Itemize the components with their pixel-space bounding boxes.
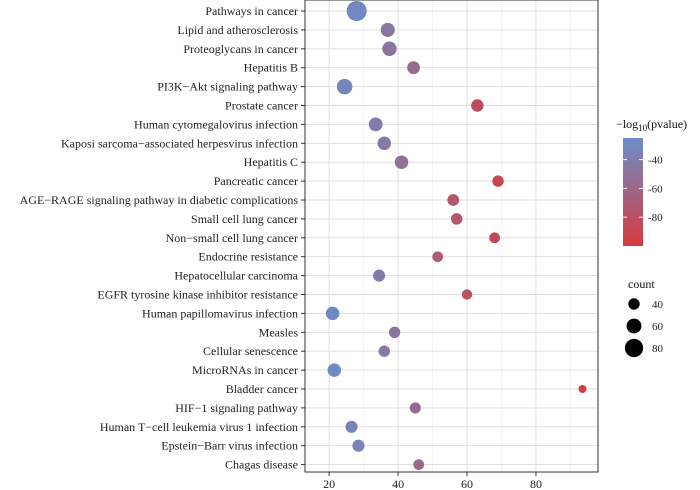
data-point (382, 41, 397, 57)
size-legend: count 40 60 80 (624, 277, 664, 358)
size-legend-dot (624, 338, 644, 358)
data-point (492, 175, 504, 187)
color-legend: −log10(pvalue) -40 -60 -80 (616, 117, 687, 246)
y-tick-label: Prostate cancer (225, 99, 298, 113)
y-tick-label: Endocrine resistance (198, 250, 298, 264)
color-legend-title: −log10(pvalue) (616, 117, 687, 133)
data-point (377, 136, 392, 151)
y-tick-label: Epstein−Barr virus infection (161, 439, 298, 453)
x-tick-label: 20 (323, 477, 335, 490)
data-point (489, 232, 500, 244)
data-point (407, 61, 420, 75)
color-tick-label: -80 (648, 212, 663, 224)
data-point (327, 363, 342, 377)
y-tick-label: AGE−RAGE signaling pathway in diabetic c… (20, 193, 299, 207)
data-point (378, 345, 390, 357)
x-tick-label: 80 (530, 477, 542, 490)
data-point (380, 22, 395, 37)
color-tick-label: -60 (648, 183, 663, 195)
y-tick-label: Human cytomegalovirus infection (134, 117, 298, 131)
x-tick-label: 40 (392, 477, 404, 490)
plot-panel (305, 0, 598, 472)
grid-lines (305, 0, 598, 472)
data-point (394, 155, 409, 169)
data-point (352, 439, 365, 452)
y-tick-label: Pancreatic cancer (214, 174, 298, 188)
size-legend-dot (628, 298, 640, 310)
data-point (346, 1, 367, 21)
y-tick-label: Measles (259, 325, 299, 339)
data-point (336, 78, 353, 95)
x-tick-label: 60 (461, 477, 473, 490)
data-point (368, 117, 383, 132)
data-point (373, 269, 386, 282)
data-point (578, 385, 587, 393)
y-tick-label: MicroRNAs in cancer (192, 363, 298, 377)
y-tick-label: Cellular senescence (203, 344, 298, 358)
data-point (450, 213, 463, 225)
y-tick-label: Hepatitis B (244, 61, 298, 75)
color-tick-label: -40 (648, 155, 663, 167)
y-axis-labels: Pathways in cancer Lipid and atherosclero… (20, 4, 305, 472)
color-legend-ticks: -40 -60 -80 (623, 155, 663, 224)
data-point (325, 306, 340, 321)
data-points (325, 1, 587, 470)
data-point (409, 402, 421, 414)
data-point (461, 289, 473, 300)
size-legend-label: 80 (652, 343, 664, 355)
data-point (413, 459, 425, 470)
data-point (388, 326, 401, 339)
y-tick-label: Non−small cell lung cancer (166, 231, 298, 245)
color-legend-bar (623, 138, 643, 246)
size-legend-items: 40 60 80 (624, 298, 664, 358)
y-tick-label: Human T−cell leukemia virus 1 infection (100, 420, 298, 434)
y-tick-label: EGFR tyrosine kinase inhibitor resistanc… (97, 288, 298, 302)
plot-border (304, 0, 599, 473)
y-tick-label: HIF−1 signaling pathway (175, 401, 298, 415)
data-point (471, 99, 484, 112)
y-tick-label: Kaposi sarcoma−associated herpesvirus in… (61, 136, 298, 150)
data-point (447, 194, 460, 206)
x-axis: 20 40 60 80 (323, 472, 542, 490)
size-legend-title: count (628, 277, 655, 291)
y-tick-label: Bladder cancer (226, 382, 298, 396)
data-point (432, 251, 444, 263)
y-tick-label: Lipid and atherosclerosis (177, 23, 298, 37)
y-tick-label: Hepatitis C (244, 155, 298, 169)
size-legend-label: 40 (652, 299, 664, 311)
y-tick-label: Pathways in cancer (205, 4, 298, 18)
data-point (345, 420, 358, 433)
y-tick-label: Chagas disease (225, 458, 298, 472)
y-tick-label: Human papillomavirus infection (142, 306, 298, 320)
y-tick-label: PI3K−Akt signaling pathway (157, 80, 298, 94)
y-tick-label: Small cell lung cancer (191, 212, 298, 226)
y-tick-label: Proteoglycans in cancer (183, 42, 298, 56)
size-legend-dot (626, 318, 642, 334)
y-tick-label: Hepatocellular carcinoma (174, 269, 298, 283)
size-legend-label: 60 (652, 321, 664, 333)
